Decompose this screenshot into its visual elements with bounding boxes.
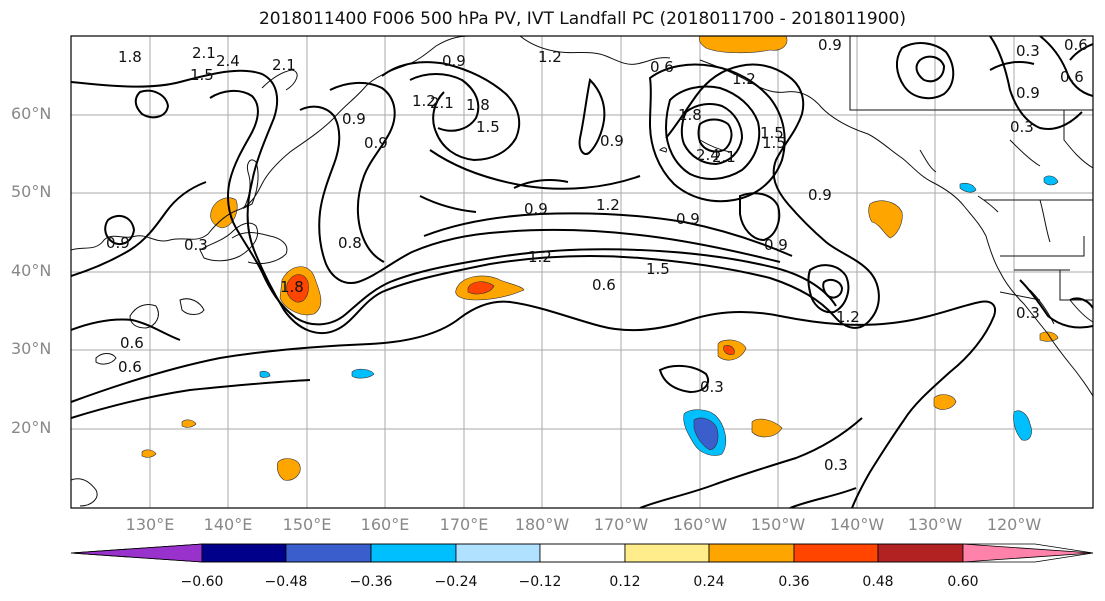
contour-label: 1.5: [476, 118, 500, 136]
contour-label: 0.3: [824, 456, 848, 474]
lon-label: 120°W: [986, 515, 1042, 534]
contour-label: 1.8: [678, 106, 702, 124]
colorbar-tick-label: 0.60: [947, 574, 979, 590]
contour-label: 1.2: [528, 248, 552, 266]
colorbar-tick-label: 0.48: [862, 574, 894, 590]
contour-label: 0.8: [338, 234, 362, 252]
contour-label: 0.6: [1060, 68, 1084, 86]
coastlines: [71, 36, 1093, 507]
colorbar: [70, 543, 1094, 563]
contour-label: 1.2: [732, 70, 756, 88]
lon-label: 160°W: [672, 515, 728, 534]
colorbar-outline: [70, 543, 1094, 563]
colorbar-segment: [455, 543, 541, 563]
colorbar-tick-label: −0.36: [349, 574, 393, 590]
colorbar-tick-label: −0.48: [264, 574, 308, 590]
contour-label: 0.9: [106, 234, 130, 252]
lat-label: 60°N: [11, 104, 52, 123]
colorbar-segment: [539, 543, 626, 563]
contour-label: 1.8: [466, 96, 490, 114]
contour-label: 1.2: [596, 196, 620, 214]
contour-label: 1.5: [760, 124, 784, 142]
colorbar-tick-label: 0.24: [693, 574, 725, 590]
lon-label: 150°W: [750, 515, 806, 534]
colorbar-segment: [877, 543, 964, 563]
contour-label: 0.6: [650, 58, 674, 76]
contour-label: 1.5: [190, 66, 214, 84]
lon-label: 130°W: [907, 515, 963, 534]
contour-label: 2.1: [712, 148, 736, 166]
contour-label: 1.2: [836, 308, 860, 326]
contour-label: 0.6: [1064, 36, 1088, 54]
colorbar-segment: [285, 543, 372, 563]
contour-label: 2.1: [272, 56, 296, 74]
contour-label: 0.3: [1016, 304, 1040, 322]
contour-label: 1.5: [762, 134, 786, 152]
contour-label: 0.9: [1016, 84, 1040, 102]
contour-label: 1.2: [412, 92, 436, 110]
colorbar-tick-label: −0.60: [180, 574, 224, 590]
lon-label: 150°E: [282, 515, 332, 534]
contour-label: 0.6: [592, 276, 616, 294]
contour-labels: 1.8 2.1 2.4 1.5 2.1 0.9 1.2 1.8 2.1 0.9 …: [106, 36, 1088, 474]
contour-label: 0.3: [700, 378, 724, 396]
colorbar-segment: [370, 543, 457, 563]
lat-label: 20°N: [11, 418, 52, 437]
contour-label: 0.9: [442, 52, 466, 70]
contour-label: 1.8: [118, 48, 142, 66]
contour-label: 0.9: [818, 36, 842, 54]
lon-label: 180°W: [514, 515, 570, 534]
lon-label: 140°E: [203, 515, 253, 534]
pv-contours: [71, 36, 1093, 508]
contour-label: 0.9: [600, 132, 624, 150]
lon-label: 160°E: [360, 515, 410, 534]
contour-label: 1.5: [646, 260, 670, 278]
contour-label: 0.9: [524, 200, 548, 218]
colorbar-tick-label: −0.24: [434, 574, 478, 590]
contour-label: 0.9: [808, 186, 832, 204]
contour-label: 0.6: [118, 358, 142, 376]
contour-label: 2.1: [192, 44, 216, 62]
colorbar-segment: [70, 543, 203, 563]
contour-label: 2.4: [216, 52, 240, 70]
colorbar-tick-label: −0.12: [518, 574, 562, 590]
colorbar-tick-label: 0.36: [778, 574, 810, 590]
contour-label: 0.9: [342, 110, 366, 128]
contour-label: 1.2: [538, 48, 562, 66]
lon-label: 130°E: [125, 515, 175, 534]
contour-label: 0.9: [364, 134, 388, 152]
colorbar-segment: [708, 543, 795, 563]
colorbar-segment: [793, 543, 879, 563]
ivt-fills: [141, 36, 1059, 481]
lon-label: 140°W: [829, 515, 885, 534]
map-frame: [70, 35, 1094, 509]
lat-label: 50°N: [11, 182, 52, 201]
contour-label: 2.4: [696, 146, 720, 164]
lat-label: 40°N: [11, 261, 52, 280]
contour-label: 0.9: [764, 236, 788, 254]
colorbar-segment: [201, 543, 287, 563]
contour-label: 0.3: [1010, 118, 1034, 136]
lon-label: 170°E: [439, 515, 489, 534]
contour-label: 2.1: [430, 94, 454, 112]
lon-label: 170°W: [593, 515, 649, 534]
contour-label: 1.8: [280, 278, 304, 296]
contour-label: 0.6: [120, 334, 144, 352]
contour-label: 0.3: [184, 236, 208, 254]
contour-label: 0.3: [1016, 42, 1040, 60]
colorbar-segment: [624, 543, 710, 563]
map-title: 2018011400 F006 500 hPa PV, IVT Landfall…: [258, 9, 906, 29]
colorbar-tick-label: 0.12: [609, 574, 641, 590]
lat-label: 30°N: [11, 339, 52, 358]
colorbar-segment: [962, 543, 1094, 563]
contour-label: 0.9: [676, 210, 700, 228]
